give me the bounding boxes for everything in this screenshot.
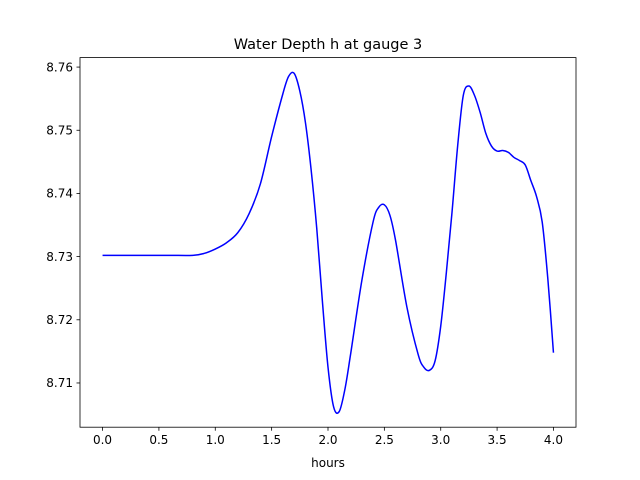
plot-area	[102, 71, 555, 414]
y-tick-label: 8.74	[46, 187, 73, 201]
plot-frame	[79, 57, 577, 428]
x-axis-label: hours	[311, 456, 345, 470]
y-tick-label: 8.71	[46, 376, 73, 390]
y-tick-label: 8.72	[46, 313, 73, 327]
series-line-0	[102, 71, 555, 414]
x-tick-label: 2.0	[318, 433, 337, 447]
y-tick-label: 8.76	[46, 60, 73, 74]
y-tick-label: 8.73	[46, 250, 73, 264]
chart-title: Water Depth h at gauge 3	[234, 37, 422, 53]
x-tick-label: 1.0	[206, 433, 225, 447]
x-axis: 0.0 0.5 1.0 1.5 2.0 2.5 3.0 3.5 4.0	[93, 427, 563, 447]
x-tick-label: 4.0	[544, 433, 563, 447]
x-tick-label: 1.5	[262, 433, 281, 447]
x-tick-label: 0.5	[149, 433, 168, 447]
x-tick-label: 3.0	[431, 433, 450, 447]
x-tick-label: 3.5	[488, 433, 507, 447]
x-tick-label: 0.0	[93, 433, 112, 447]
x-tick-label: 2.5	[375, 433, 394, 447]
y-axis: 8.71 8.72 8.73 8.74 8.75 8.76	[46, 60, 80, 390]
y-tick-label: 8.75	[46, 123, 73, 137]
